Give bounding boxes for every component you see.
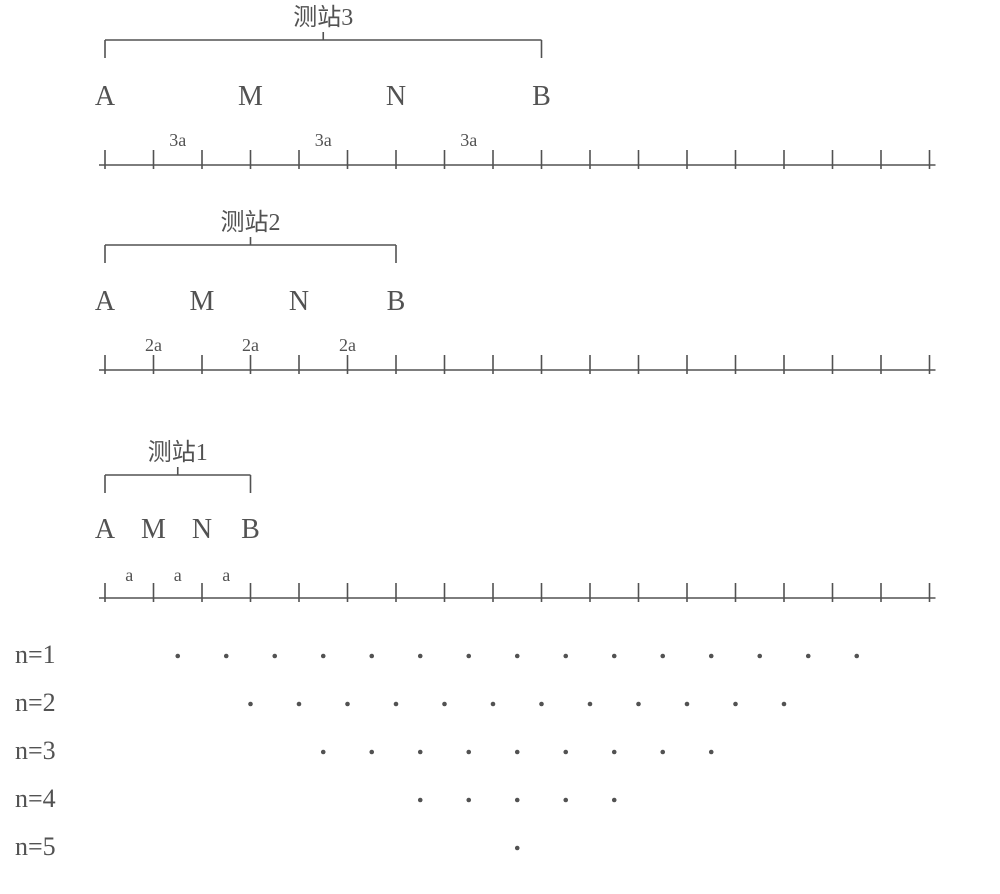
electrode-label: N (386, 81, 406, 112)
data-point (175, 654, 180, 659)
data-point (418, 654, 423, 659)
data-point (854, 654, 859, 659)
data-point (563, 750, 568, 755)
data-point (636, 702, 641, 707)
data-point (248, 702, 253, 707)
data-point (660, 654, 665, 659)
electrode-label: M (238, 81, 263, 112)
station-测站3: A M N B 3a 3a 3a 测站3 (95, 4, 936, 169)
data-point (297, 702, 302, 707)
data-point (539, 702, 544, 707)
spacing-label: 3a (460, 130, 477, 150)
spacing-label: 3a (315, 130, 332, 150)
data-point (782, 702, 787, 707)
station-测站2: A M N B 2a 2a 2a 测站2 (95, 209, 936, 374)
electrode-label: N (289, 286, 309, 317)
n-label: n=1 (15, 640, 56, 669)
n-label: n=5 (15, 832, 56, 861)
data-point (563, 654, 568, 659)
electrode-label: A (95, 514, 116, 545)
electrode-label: A (95, 81, 116, 112)
electrode-label: M (141, 514, 166, 545)
data-point (612, 654, 617, 659)
electrode-label: B (532, 81, 551, 112)
data-point (272, 654, 277, 659)
data-point (466, 798, 471, 803)
data-point (418, 750, 423, 755)
data-point (515, 654, 520, 659)
electrode-array-diagram: AMNB3a3a3a测站3AMNB2a2a2a测站2AMNBaaa测站1n=1n… (0, 0, 1000, 894)
data-point (806, 654, 811, 659)
spacing-label: 2a (339, 335, 356, 355)
n-label: n=2 (15, 688, 56, 717)
spacing-label: 2a (242, 335, 259, 355)
electrode-label: B (241, 514, 260, 545)
data-point (345, 702, 350, 707)
data-point (491, 702, 496, 707)
data-point (321, 654, 326, 659)
electrode-label: A (95, 286, 116, 317)
n-label: n=4 (15, 784, 56, 813)
pseudosection: n=1 n=2 n=3 n=4 n=5 (15, 640, 859, 861)
data-point (612, 798, 617, 803)
station-title: 测站2 (221, 209, 281, 236)
electrode-label: M (190, 286, 215, 317)
data-point (660, 750, 665, 755)
data-point (685, 702, 690, 707)
data-point (709, 654, 714, 659)
data-point (442, 702, 447, 707)
station-title: 测站3 (293, 4, 353, 31)
data-point (224, 654, 229, 659)
data-point (369, 654, 374, 659)
station-title: 测站1 (148, 439, 208, 466)
spacing-label: a (222, 565, 230, 585)
data-point (369, 750, 374, 755)
n-label: n=3 (15, 736, 56, 765)
data-point (321, 750, 326, 755)
data-point (709, 750, 714, 755)
spacing-label: 2a (145, 335, 162, 355)
data-point (515, 846, 520, 851)
data-point (757, 654, 762, 659)
data-point (563, 798, 568, 803)
spacing-label: a (174, 565, 182, 585)
data-point (515, 798, 520, 803)
spacing-label: a (125, 565, 133, 585)
data-point (418, 798, 423, 803)
station-测站1: AMNBa a a 测站1 (95, 439, 936, 602)
electrode-label: B (387, 286, 406, 317)
spacing-label: 3a (169, 130, 186, 150)
data-point (466, 654, 471, 659)
data-point (612, 750, 617, 755)
electrode-label: N (192, 514, 212, 545)
data-point (733, 702, 738, 707)
data-point (466, 750, 471, 755)
data-point (515, 750, 520, 755)
data-point (588, 702, 593, 707)
data-point (394, 702, 399, 707)
